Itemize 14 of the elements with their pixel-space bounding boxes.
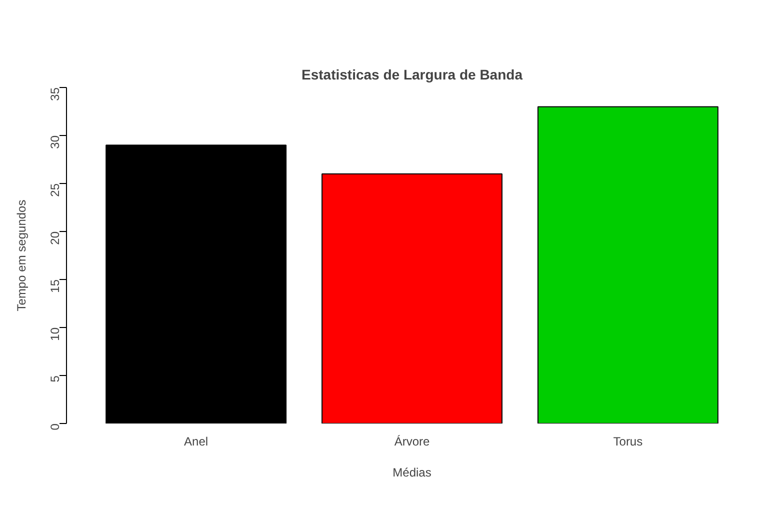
y-tick-label: 15 xyxy=(48,279,62,293)
y-tick-label: 20 xyxy=(48,231,62,245)
x-tick-label: Torus xyxy=(613,434,643,448)
y-tick-label: 5 xyxy=(48,375,62,382)
x-tick-label: Árvore xyxy=(394,434,430,448)
y-tick-label: 25 xyxy=(48,183,62,197)
y-tick-label: 0 xyxy=(48,423,62,430)
x-axis-title: Médias xyxy=(392,466,432,480)
y-axis-title: Tempo em segundos xyxy=(14,200,28,312)
y-tick-label: 35 xyxy=(48,87,62,101)
y-tick-label: 30 xyxy=(48,135,62,149)
x-tick-label: Anel xyxy=(184,434,208,448)
y-tick-label: 10 xyxy=(48,327,62,341)
chart-title: Estatisticas de Largura de Banda xyxy=(302,66,523,82)
